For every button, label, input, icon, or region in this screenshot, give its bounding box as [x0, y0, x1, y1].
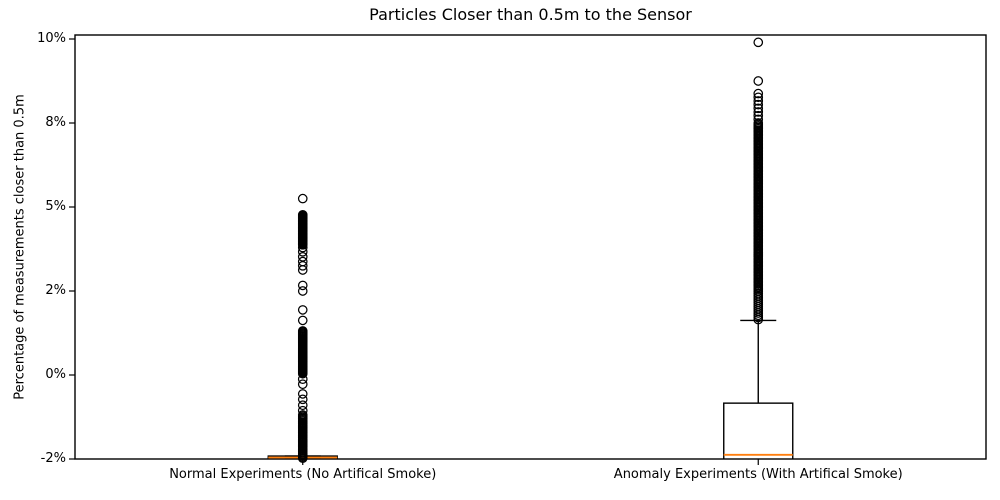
y-tick-label: 5% — [45, 199, 66, 214]
boxplot-anomaly — [723, 319, 794, 459]
outlier-point — [753, 88, 764, 99]
outlier-point — [297, 410, 308, 420]
outlier-point — [753, 96, 764, 106]
outlier-point — [297, 280, 308, 291]
y-tick-label: 2% — [45, 283, 66, 298]
outlier-point — [297, 400, 308, 411]
x-tick-label: Anomaly Experiments (With Artifical Smok… — [613, 467, 903, 482]
y-tick-label: -2% — [40, 451, 66, 466]
outlier-points — [753, 37, 764, 325]
outlier-point — [753, 103, 764, 114]
outlier-point — [297, 389, 308, 399]
x-tick-marks — [302, 459, 759, 465]
outlier-point — [297, 394, 308, 405]
box — [723, 402, 794, 459]
outlier-point — [297, 379, 308, 390]
outlier-point — [753, 37, 764, 48]
outlier-point — [753, 119, 764, 130]
outlier-point — [753, 76, 764, 86]
outlier-point — [753, 92, 764, 103]
outlier-point — [753, 99, 764, 110]
outlier-point — [297, 326, 308, 336]
y-tick-label: 0% — [45, 367, 66, 382]
chart-title: Particles Closer than 0.5m to the Sensor — [369, 5, 692, 24]
outlier-point — [297, 286, 308, 296]
axes-frame — [74, 34, 987, 460]
outlier-point — [297, 315, 308, 326]
outlier-point — [297, 193, 308, 204]
y-tick-marks — [69, 38, 75, 460]
outlier-point — [297, 260, 308, 271]
outlier-point — [297, 246, 308, 257]
outlier-point — [297, 374, 308, 385]
outlier-points — [297, 193, 308, 463]
outlier-point — [297, 210, 308, 220]
outlier-point — [753, 107, 764, 117]
y-tick-label: 10% — [37, 31, 66, 46]
outlier-point — [297, 265, 308, 275]
x-tick-label: Normal Experiments (No Artifical Smoke) — [169, 467, 437, 482]
outlier-point — [297, 305, 308, 315]
y-tick-label: 8% — [45, 115, 66, 130]
outlier-point — [297, 242, 308, 253]
outlier-point — [297, 405, 308, 416]
